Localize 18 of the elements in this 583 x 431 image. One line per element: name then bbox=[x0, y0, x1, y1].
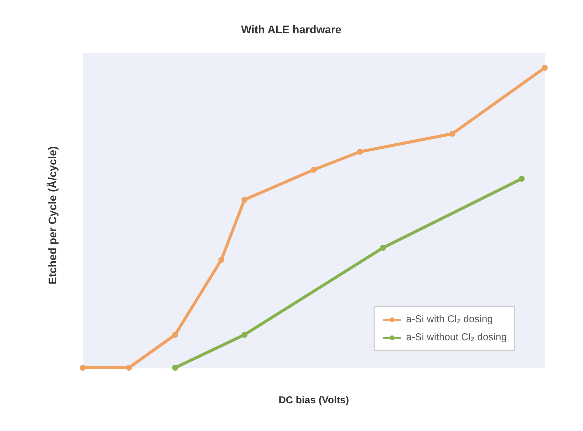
point bbox=[80, 365, 86, 371]
point bbox=[172, 332, 178, 338]
point bbox=[450, 131, 456, 137]
legend-label: a-Si without Cl₂ dosing bbox=[406, 332, 508, 344]
point bbox=[126, 365, 132, 371]
point bbox=[380, 245, 386, 251]
legend-label: a-Si with Cl₂ dosing bbox=[406, 314, 494, 326]
point bbox=[242, 197, 248, 203]
point bbox=[218, 257, 225, 263]
point bbox=[172, 365, 178, 371]
point bbox=[542, 65, 548, 71]
point bbox=[311, 167, 317, 173]
x-axis-title: DC bias (Volts) bbox=[278, 396, 350, 406]
point bbox=[357, 149, 364, 155]
y-axis-title: Etched per Cycle (Å/cycle) bbox=[46, 146, 60, 285]
chart-title: With ALE hardware bbox=[241, 24, 342, 36]
point bbox=[242, 332, 248, 338]
point bbox=[518, 176, 525, 182]
